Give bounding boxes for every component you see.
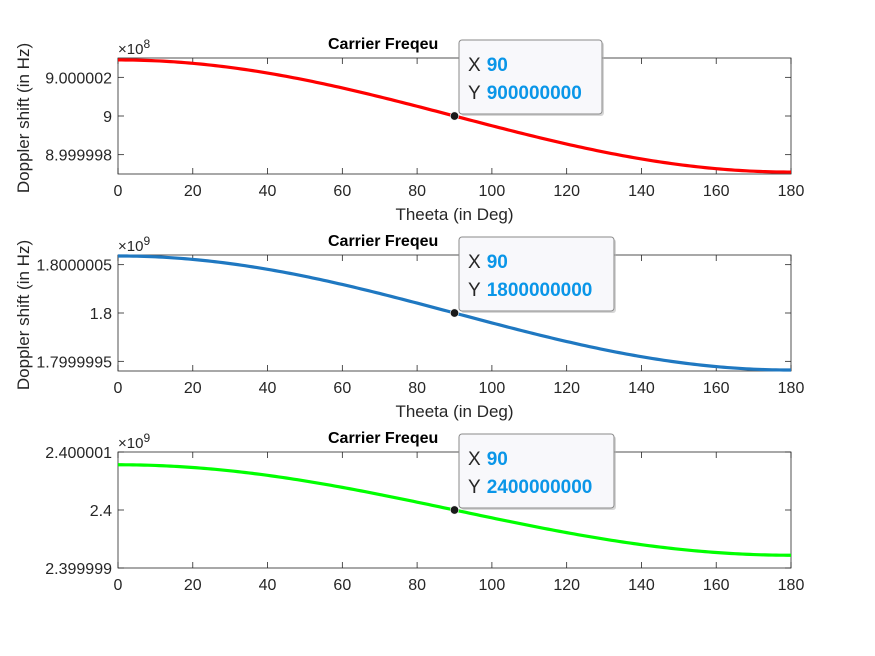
- x-tick-label: 100: [479, 380, 506, 397]
- datatip-x-label: X: [468, 252, 481, 273]
- exponent-base: ×10: [118, 41, 143, 58]
- y-axis-label: Doppler shift (in Hz): [14, 240, 33, 390]
- datatip: X 90 Y 900000000: [458, 39, 604, 116]
- x-tick-label: 20: [184, 183, 202, 200]
- x-tick-label: 0: [114, 380, 123, 397]
- x-tick-label: 160: [703, 577, 730, 594]
- datatip-y-value: 1800000000: [487, 280, 593, 301]
- datatip-y-label: Y: [468, 280, 481, 301]
- x-tick-label: 20: [184, 380, 202, 397]
- y-axis-label: Doppler shift (in Hz): [14, 43, 33, 193]
- chart-panel-3: 0 20 40 60 80 100 120 140 160 180 2.399999 2.4 2.400…: [45, 430, 804, 594]
- datatip-box: [458, 433, 615, 509]
- datatip-y-value: 2400000000: [487, 477, 593, 498]
- datatip-box: [458, 236, 615, 312]
- datatip: X 90 Y 1800000000: [458, 236, 616, 313]
- datatip-box: [458, 39, 603, 115]
- x-tick-label: 60: [333, 380, 351, 397]
- datatip-y-label: Y: [468, 83, 481, 104]
- y-tick-label: 9: [103, 109, 112, 126]
- x-tick-label: 120: [553, 380, 580, 397]
- datatip-y-value: 900000000: [487, 83, 582, 104]
- x-tick-label: 80: [408, 380, 426, 397]
- datatip-marker: [449, 308, 459, 318]
- x-tick-label: 160: [703, 183, 730, 200]
- datatip-x-label: X: [468, 449, 481, 470]
- exponent-base: ×10: [118, 238, 143, 255]
- exponent-power: 9: [143, 234, 150, 248]
- y-tick-label: 9.000002: [45, 70, 112, 87]
- datatip-marker: [449, 505, 459, 515]
- y-tick-label: 2.400001: [45, 445, 112, 462]
- x-tick-label: 140: [628, 380, 655, 397]
- x-tick-label: 60: [333, 183, 351, 200]
- x-tick-label: 20: [184, 577, 202, 594]
- x-tick-label: 100: [479, 183, 506, 200]
- datatip-x-row: X 90: [468, 55, 508, 76]
- x-tick-label: 0: [114, 577, 123, 594]
- x-axis-label: Theeta (in Deg): [395, 205, 513, 224]
- datatip: X 90 Y 2400000000: [458, 433, 616, 510]
- x-axis-label: Theeta (in Deg): [395, 402, 513, 421]
- x-tick-label: 120: [553, 577, 580, 594]
- chart-title: Carrier Freqeu: [328, 233, 438, 250]
- x-tick-label: 0: [114, 183, 123, 200]
- datatip-x-value: 90: [487, 252, 508, 273]
- datatip-x-row: X 90: [468, 449, 508, 470]
- x-tick-label: 160: [703, 380, 730, 397]
- x-tick-label: 140: [628, 183, 655, 200]
- x-tick-label: 180: [778, 380, 805, 397]
- y-tick-label: 1.7999995: [36, 354, 112, 371]
- chart-title: Carrier Freqeu: [328, 36, 438, 53]
- datatip-y-row: Y 900000000: [468, 83, 582, 104]
- chart-panel-1: 0 20 40 60 80 100 120 140 160 180 8.999998 9 9.00000…: [14, 36, 804, 224]
- y-exponent-label: ×109: [118, 431, 150, 452]
- x-tick-label: 60: [333, 577, 351, 594]
- x-tick-label: 140: [628, 577, 655, 594]
- y-tick-label: 8.999998: [45, 148, 112, 165]
- datatip-y-row: Y 1800000000: [468, 280, 592, 301]
- y-exponent-label: ×109: [118, 234, 150, 255]
- x-tick-label: 100: [479, 577, 506, 594]
- datatip-x-row: X 90: [468, 252, 508, 273]
- y-exponent-label: ×108: [118, 37, 150, 58]
- y-tick-label: 1.8000005: [36, 258, 112, 275]
- x-tick-label: 80: [408, 577, 426, 594]
- x-tick-label: 40: [259, 577, 277, 594]
- y-tick-label: 1.8: [90, 306, 112, 323]
- x-tick-label: 40: [259, 183, 277, 200]
- x-tick-label: 40: [259, 380, 277, 397]
- datatip-marker: [449, 111, 459, 121]
- x-tick-label: 180: [778, 577, 805, 594]
- x-tick-label: 180: [778, 183, 805, 200]
- exponent-power: 9: [143, 431, 150, 445]
- datatip-y-label: Y: [468, 477, 481, 498]
- datatip-x-value: 90: [487, 449, 508, 470]
- datatip-y-row: Y 2400000000: [468, 477, 592, 498]
- x-tick-label: 80: [408, 183, 426, 200]
- x-tick-label: 120: [553, 183, 580, 200]
- chart-title: Carrier Freqeu: [328, 430, 438, 447]
- exponent-power: 8: [143, 37, 150, 51]
- exponent-base: ×10: [118, 435, 143, 452]
- datatip-x-label: X: [468, 55, 481, 76]
- datatip-x-value: 90: [487, 55, 508, 76]
- chart-panel-2: 0 20 40 60 80 100 120 140 160 180 1.7999995 1.8 1.80…: [14, 233, 804, 421]
- y-tick-label: 2.4: [90, 503, 112, 520]
- y-tick-label: 2.399999: [45, 561, 112, 578]
